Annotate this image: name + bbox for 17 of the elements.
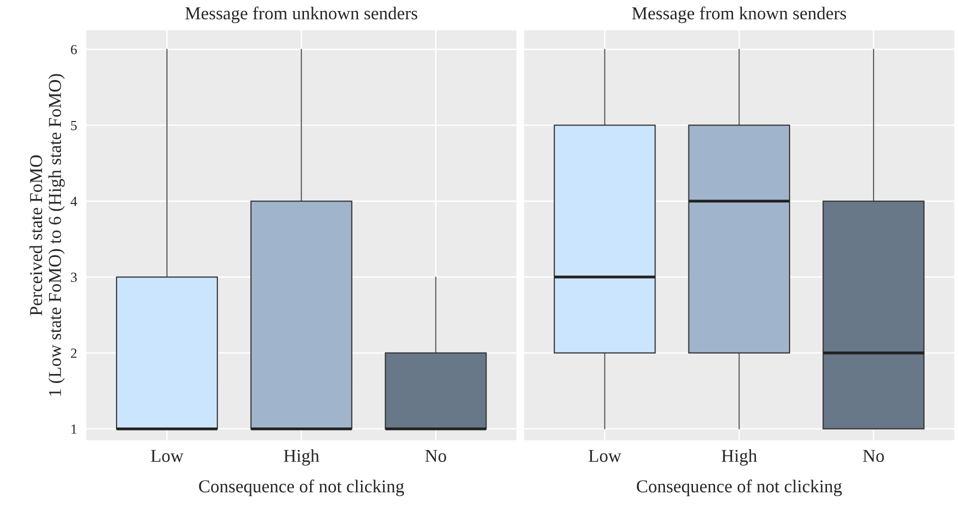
x-tick-label: Low xyxy=(588,450,622,462)
y-tick-label: 6 xyxy=(70,44,77,54)
x-tick-label: Low xyxy=(150,450,184,462)
y-tick-label: 2 xyxy=(70,348,77,358)
chart-title: Message from unknown senders xyxy=(185,6,418,24)
y-axis-title: Perceived state FoMO 1 (Low state FoMO) to 6 (High state FoMO) xyxy=(29,74,65,396)
y-tick-label: 4 xyxy=(70,196,78,206)
x-tick-label: High xyxy=(284,449,320,466)
y-tick-label: 1 xyxy=(72,424,76,434)
y-tick-label: 3 xyxy=(71,272,77,282)
x-axis-title: Consequence of not clicking xyxy=(636,480,842,496)
x-tick-label: High xyxy=(722,449,757,466)
chart-title: Message from known senders xyxy=(632,6,846,24)
y-tick-label: 5 xyxy=(71,120,77,130)
x-tick-label: No xyxy=(863,450,884,462)
x-tick-label: No xyxy=(425,450,446,462)
x-axis-title: Consequence of not clicking xyxy=(199,480,404,496)
